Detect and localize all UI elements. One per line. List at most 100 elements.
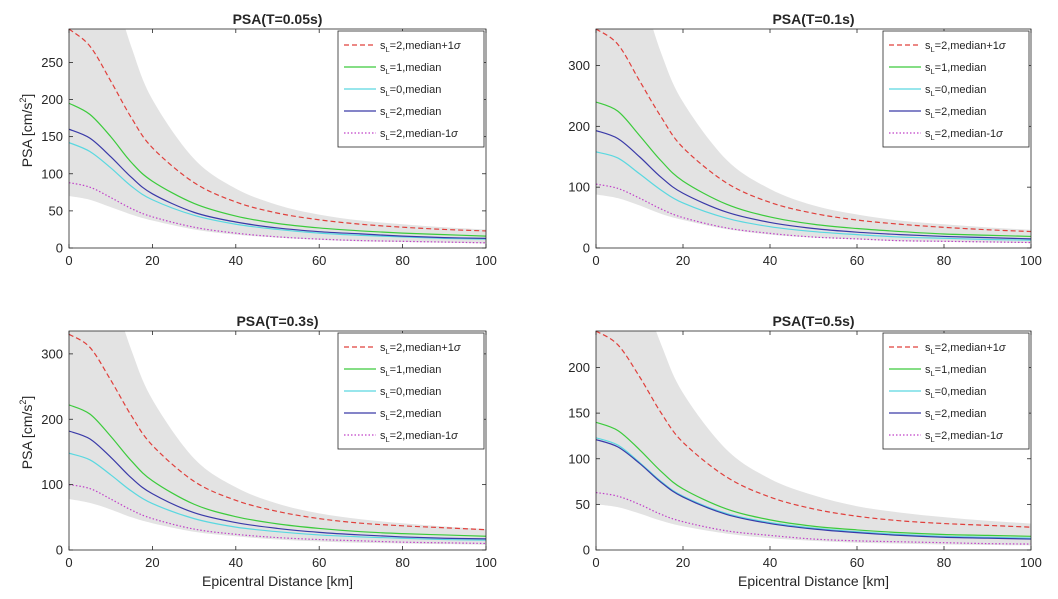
legend-label: sL=2,median+1σ <box>925 342 1006 356</box>
chart-panel-4: 0 20 40 60 80 100 0 50 100 150 200 PSA(T=0.5s) Epice… <box>568 313 1042 589</box>
series-line-5 <box>69 484 486 545</box>
legend-label: sL=1,median <box>925 364 986 378</box>
chart-panel-2: 0 20 40 60 80 100 0 100 200 300 PSA(T=0.1s) sL=2,me… <box>568 11 1042 268</box>
y-tick-label: 300 <box>41 346 63 361</box>
chart-title: PSA(T=0.3s) <box>236 313 318 329</box>
x-tick-label: 0 <box>592 253 599 268</box>
x-axis-label: Epicentral Distance [km] <box>738 573 889 589</box>
y-tick-label: 50 <box>49 203 63 218</box>
chart-title: PSA(T=0.5s) <box>772 313 854 329</box>
series-line-3 <box>596 151 1031 241</box>
x-tick-label: 60 <box>850 253 864 268</box>
uncertainty-band <box>69 331 486 545</box>
y-tick-label: 100 <box>568 180 590 195</box>
series-line-4 <box>69 128 486 239</box>
y-tick-label: 300 <box>568 58 590 73</box>
axes-box <box>68 28 487 249</box>
x-tick-label: 100 <box>475 555 497 570</box>
legend-label: sL=1,median <box>925 62 986 76</box>
x-tick-label: 0 <box>65 253 72 268</box>
series-line-5 <box>69 182 486 244</box>
series-line-1 <box>596 331 1031 528</box>
series-line-4 <box>596 439 1031 540</box>
y-tick-label: 0 <box>583 241 590 256</box>
legend: sL=2,median+1σ sL=1,median sL=0,median sL=2… <box>882 30 1030 148</box>
plot-content <box>69 29 486 244</box>
x-tick-label: 60 <box>850 555 864 570</box>
x-tick-label: 100 <box>1020 555 1042 570</box>
x-tick-label: 80 <box>937 253 951 268</box>
chart-panel-1: 0 20 40 60 80 100 0 50 100 150 200 250 PSA(T=0.05s) P… <box>18 11 497 268</box>
x-tick-label: 60 <box>312 555 326 570</box>
chart-panel-3: 0 20 40 60 80 100 0 100 200 300 PSA(T=0.3s) Epicent… <box>18 313 497 589</box>
legend-label: sL=2,median+1σ <box>380 40 461 54</box>
axes-box <box>68 330 487 551</box>
legend-label: sL=1,median <box>380 364 441 378</box>
legend: sL=2,median+1σ sL=1,median sL=0,median sL=2… <box>337 332 485 450</box>
series-line-1 <box>69 29 486 232</box>
y-tick-label: 150 <box>41 129 63 144</box>
plot-content <box>596 331 1031 546</box>
series-line-5 <box>596 183 1031 244</box>
x-tick-label: 100 <box>475 253 497 268</box>
series-line-4 <box>69 430 486 540</box>
x-tick-label: 100 <box>1020 253 1042 268</box>
y-axis-label: PSA [cm/s2] <box>18 396 35 469</box>
legend-label: sL=2,median <box>380 408 441 422</box>
x-tick-label: 40 <box>229 555 243 570</box>
y-tick-label: 100 <box>41 477 63 492</box>
y-axis-label: PSA [cm/s2] <box>18 94 35 167</box>
y-tick-label: 150 <box>568 406 590 421</box>
axes-box <box>595 330 1032 551</box>
series-line-3 <box>69 452 486 541</box>
x-tick-label: 20 <box>676 253 690 268</box>
legend-label: sL=2,median-1σ <box>925 128 1003 142</box>
x-tick-label: 40 <box>229 253 243 268</box>
y-tick-label: 200 <box>568 360 590 375</box>
y-tick-label: 0 <box>56 241 63 256</box>
plot-content <box>69 331 486 545</box>
y-tick-label: 100 <box>568 451 590 466</box>
legend: sL=2,median+1σ sL=1,median sL=0,median sL=2… <box>337 30 485 148</box>
y-tick-label: 250 <box>41 55 63 70</box>
series-line-2 <box>596 421 1031 537</box>
series-line-1 <box>69 333 486 531</box>
series-line-3 <box>69 142 486 240</box>
chart-title: PSA(T=0.05s) <box>233 11 323 27</box>
uncertainty-band <box>596 331 1031 546</box>
legend-label: sL=2,median+1σ <box>925 40 1006 54</box>
y-tick-label: 50 <box>576 497 590 512</box>
legend-label: sL=0,median <box>380 84 441 98</box>
y-tick-label: 0 <box>583 543 590 558</box>
x-tick-label: 80 <box>395 253 409 268</box>
uncertainty-band <box>596 29 1031 244</box>
uncertainty-band <box>69 29 486 244</box>
y-tick-label: 200 <box>41 412 63 427</box>
y-tick-label: 100 <box>41 166 63 181</box>
legend-label: sL=0,median <box>925 386 986 400</box>
series-line-3 <box>596 437 1031 539</box>
series-line-2 <box>596 101 1031 238</box>
series-line-2 <box>69 102 486 237</box>
y-tick-label: 200 <box>568 119 590 134</box>
plot-content <box>596 29 1031 244</box>
legend-label: sL=2,median-1σ <box>380 430 458 444</box>
x-tick-label: 20 <box>145 555 159 570</box>
x-tick-label: 60 <box>312 253 326 268</box>
series-line-2 <box>69 404 486 537</box>
x-tick-label: 0 <box>65 555 72 570</box>
x-tick-label: 40 <box>763 555 777 570</box>
legend-label: sL=0,median <box>925 84 986 98</box>
legend-label: sL=2,median <box>925 408 986 422</box>
legend: sL=2,median+1σ sL=1,median sL=0,median sL=2… <box>882 332 1030 450</box>
x-tick-label: 80 <box>937 555 951 570</box>
legend-label: sL=2,median <box>925 106 986 120</box>
legend-label: sL=2,median+1σ <box>380 342 461 356</box>
legend-label: sL=1,median <box>380 62 441 76</box>
legend-label: sL=2,median-1σ <box>380 128 458 142</box>
x-tick-label: 40 <box>763 253 777 268</box>
y-tick-label: 200 <box>41 92 63 107</box>
x-tick-label: 80 <box>395 555 409 570</box>
legend-label: sL=0,median <box>380 386 441 400</box>
